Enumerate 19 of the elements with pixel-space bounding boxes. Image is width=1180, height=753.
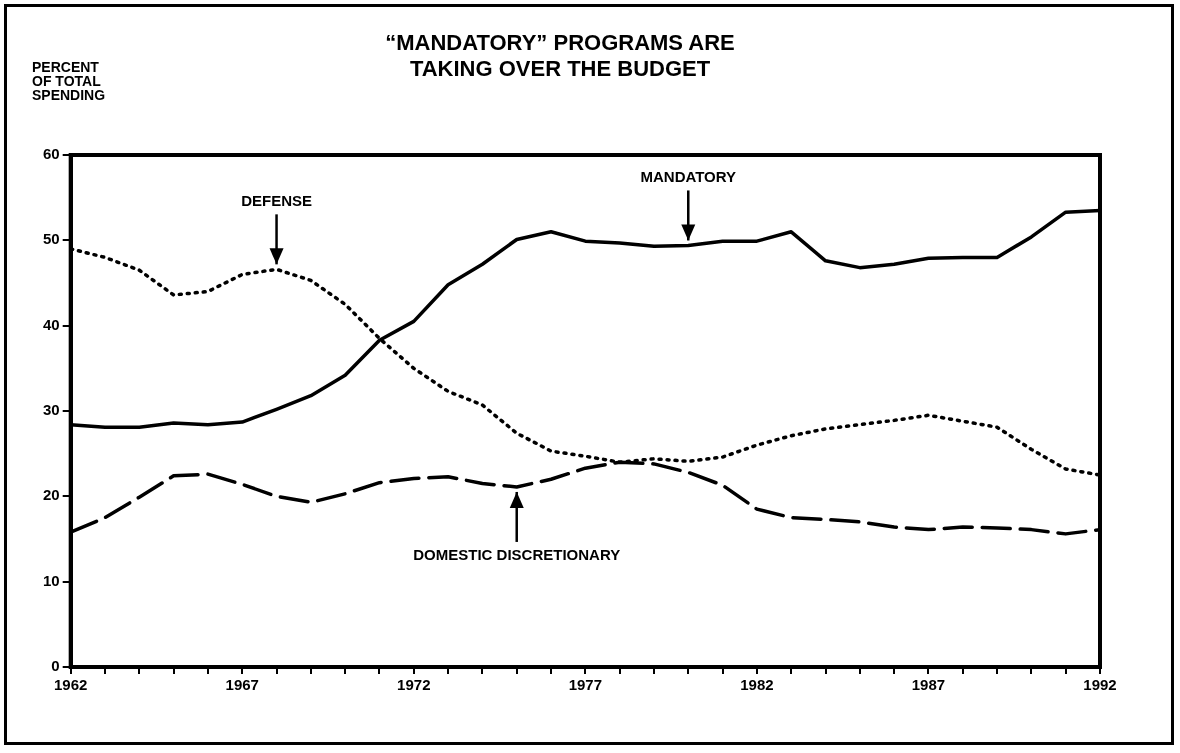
x-tick-label: 1982	[740, 676, 774, 694]
x-tick-label: 1987	[911, 676, 946, 694]
x-tick-label: 1972	[397, 676, 431, 694]
x-tick-label: 1992	[1083, 676, 1117, 694]
annotation: DEFENSE	[241, 192, 312, 210]
annotation: MANDATORY	[640, 168, 737, 186]
chart-title: “MANDATORY” PROGRAMS ARE TAKING OVER THE BUDGET	[385, 30, 735, 81]
annotation: DOMESTIC DISCRETIONARY	[413, 545, 621, 563]
y-axis-title: PERCENT OF TOTAL SPENDING	[32, 59, 106, 103]
y-tick-label: 40	[43, 315, 60, 333]
x-tick-label: 1977	[568, 676, 603, 694]
y-tick-label: 30	[43, 401, 60, 419]
y-tick-label: 20	[43, 486, 60, 504]
y-tick-label: 10	[43, 571, 60, 589]
y-tick-label: 60	[43, 145, 60, 163]
y-tick-label: 50	[43, 230, 60, 248]
x-tick-label: 1967	[225, 676, 259, 694]
x-tick-label: 1962	[54, 676, 88, 694]
y-tick-label: 0	[51, 657, 60, 675]
